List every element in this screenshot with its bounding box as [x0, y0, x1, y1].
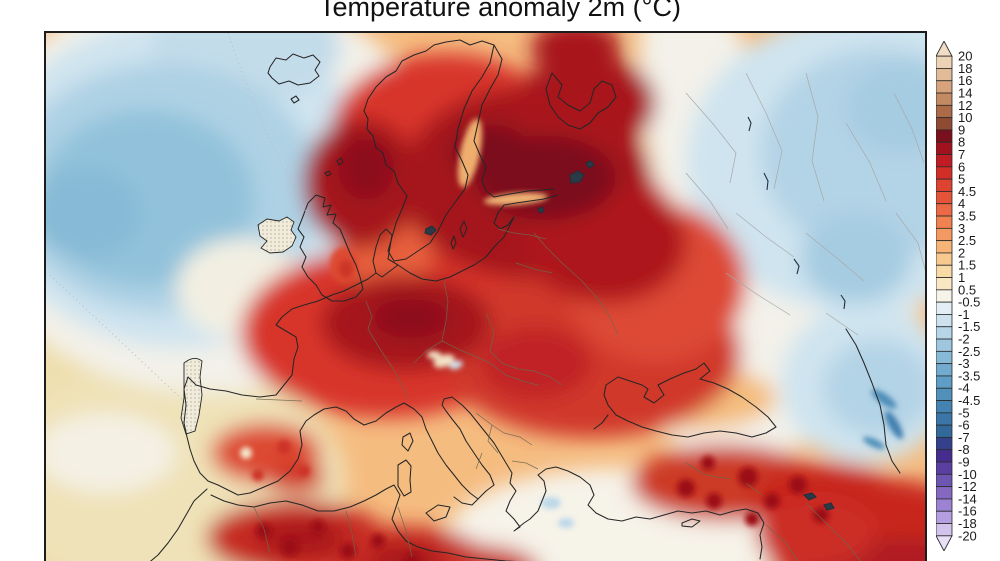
colorbar-band [936, 252, 953, 266]
colorbar-tick-label: -14 [958, 491, 977, 506]
colorbar-band [936, 117, 953, 131]
colorbar-tick-label: -0.5 [958, 295, 980, 310]
colorbar-band [936, 264, 953, 278]
colorbar-tick-label: 1 [958, 270, 965, 285]
colorbar-band [936, 141, 953, 155]
colorbar-tick-label: -5 [958, 405, 970, 420]
colorbar-band [936, 80, 953, 94]
colorbar-tick-label: -18 [958, 516, 977, 531]
colorbar-tick-label: 2.5 [958, 233, 976, 248]
colorbar-tick-label: 3.5 [958, 209, 976, 224]
colorbar-band [936, 387, 953, 401]
lakes [424, 116, 846, 511]
colorbar-tick-label: -6 [958, 418, 970, 433]
colorbar-band [936, 277, 953, 291]
coastlines [149, 39, 901, 561]
colorbar-tick-label: 16 [958, 73, 972, 88]
colorbar-tick-label: 14 [958, 86, 972, 101]
colorbar-tick-label: 5 [958, 172, 965, 187]
colorbar-band [936, 104, 953, 119]
colorbar-tick-label: 0.5 [958, 282, 976, 297]
colorbar-band [936, 203, 953, 217]
anomaly-speckles [240, 118, 904, 561]
colorbar-tick-label: -16 [958, 504, 977, 519]
anomaly-map-panel [44, 31, 927, 561]
colorbar-tick-label: -9 [958, 455, 970, 470]
colorbar-band [936, 215, 953, 229]
colorbar-tick-label: 18 [958, 61, 972, 76]
colorbar-band [936, 412, 953, 426]
colorbar-band [936, 375, 953, 389]
colorbar-cap-bottom [936, 535, 953, 551]
colorbar-band [936, 424, 953, 438]
colorbar-band [936, 350, 953, 365]
colorbar-tick-label: -1.5 [958, 319, 980, 334]
colorbar-band [936, 400, 953, 414]
colorbar-cap-top [936, 41, 953, 57]
colorbar-band [936, 55, 953, 69]
colorbar-band [936, 338, 953, 352]
colorbar-band [936, 437, 953, 451]
colorbar-band [936, 289, 953, 303]
colorbar-band [936, 178, 953, 192]
colorbar-band [936, 326, 953, 340]
colorbar-tick-label: 2 [958, 245, 965, 260]
colorbar-tick-label: 1.5 [958, 258, 976, 273]
colorbar-band [936, 240, 953, 254]
colorbar-tick-label: 12 [958, 98, 972, 113]
graticule-dotted [49, 33, 307, 406]
colorbar-tick-label: 3 [958, 221, 965, 236]
colorbar-tick-label: -3.5 [958, 368, 980, 383]
colorbar-band [936, 301, 953, 315]
colorbar-band [936, 191, 953, 205]
stippled-regions [180, 216, 297, 435]
colorbar-band [936, 227, 953, 242]
map-title: Temperature anomaly 2m (°C) [319, 0, 681, 22]
colorbar-band [936, 129, 953, 143]
colorbar-tick-label: 7 [958, 147, 965, 162]
colorbar-tick-label: 8 [958, 135, 965, 150]
colorbar-tick-label: -2.5 [958, 344, 980, 359]
colorbar-band [936, 486, 953, 500]
colorbar-band [936, 473, 953, 488]
colorbar-tick-label: -7 [958, 430, 970, 445]
colorbar-band [936, 68, 953, 82]
country-borders [253, 228, 861, 561]
colorbar-tick-label: -3 [958, 356, 970, 371]
colorbar-tick-label: -2 [958, 332, 970, 347]
region-borders [685, 72, 925, 336]
colorbar-tick-label: -10 [958, 467, 977, 482]
colorbar-tick-label: 9 [958, 122, 965, 137]
colorbar-band [936, 523, 953, 537]
colorbar-tick-label: -4 [958, 381, 970, 396]
colorbar-tick-label: 4 [958, 196, 965, 211]
colorbar-band [936, 92, 953, 106]
colorbar-tick-label: -4.5 [958, 393, 980, 408]
colorbar-tick-label: 4.5 [958, 184, 976, 199]
colorbar-band [936, 510, 953, 524]
colorbar-tick-label: 20 [958, 49, 972, 64]
colorbar-band [936, 449, 953, 463]
colorbar-band [936, 363, 953, 377]
colorbar-band [936, 166, 953, 180]
anomaly-map-svg [46, 33, 925, 561]
colorbar-band [936, 498, 953, 512]
colorbar-tick-label: -20 [958, 528, 977, 543]
colorbar: 201816141210987654.543.532.521.510.5-0.5… [936, 41, 980, 551]
colorbar-tick-label: -8 [958, 442, 970, 457]
colorbar-band [936, 154, 953, 168]
colorbar-tick-label: -12 [958, 479, 977, 494]
colorbar-tick-label: -1 [958, 307, 970, 322]
colorbar-tick-label: 6 [958, 159, 965, 174]
colorbar-band [936, 461, 953, 475]
anomaly-contour-blobs [46, 33, 925, 561]
colorbar-tick-label: 10 [958, 110, 972, 125]
colorbar-band [936, 314, 953, 328]
